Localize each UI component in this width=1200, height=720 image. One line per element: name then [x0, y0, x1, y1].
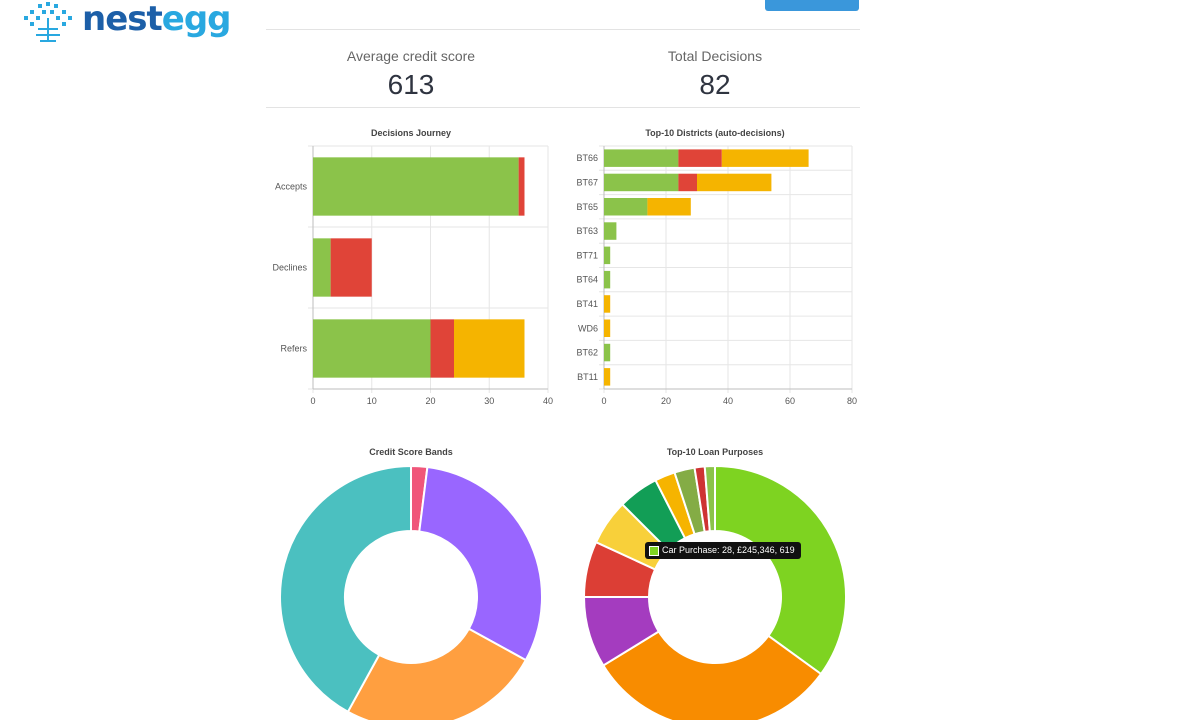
x-tick-label: 20: [425, 396, 435, 406]
logo-text-nest: nest: [82, 0, 163, 39]
bar-segment: [647, 198, 691, 216]
category-label: Declines: [272, 263, 307, 273]
bar-segment: [604, 246, 611, 265]
chart-title-credit-score-bands: Credit Score Bands: [369, 447, 453, 457]
bar-segment: [313, 238, 331, 297]
stat-total-decisions: Total Decisions 82: [570, 46, 860, 102]
x-tick-label: 30: [484, 396, 494, 406]
x-tick-label: 80: [847, 396, 857, 406]
stat-label: Average credit score: [346, 48, 476, 64]
category-label: Refers: [280, 344, 307, 354]
bar-segment: [678, 149, 722, 167]
category-label: WD6: [578, 323, 598, 333]
chart-title-decisions-journey: Decisions Journey: [370, 128, 452, 138]
category-label: BT63: [576, 226, 598, 236]
bar-segment: [454, 319, 525, 378]
header-action-button[interactable]: [765, 0, 859, 11]
stat-label: Total Decisions: [667, 48, 763, 64]
bar-segment: [604, 270, 611, 289]
logo-wordmark: nestegg: [82, 0, 232, 39]
bar-segment: [604, 343, 611, 362]
x-tick-label: 10: [367, 396, 377, 406]
x-tick-label: 0: [310, 396, 315, 406]
tooltip-text: Car Purchase: 28, £245,346, 619: [662, 545, 795, 555]
bar-segment: [604, 222, 617, 240]
bar-segment: [678, 173, 697, 192]
bar-segment: [604, 368, 611, 386]
x-tick-label: 40: [723, 396, 733, 406]
stat-average-credit-score: Average credit score 613: [266, 46, 556, 102]
bar-segment: [313, 319, 431, 378]
bar-segment: [604, 295, 611, 313]
bar-segment: [330, 238, 372, 297]
bar-segment: [697, 173, 772, 192]
bar-segment: [604, 198, 648, 216]
pie-slice: [346, 627, 528, 720]
category-label: BT66: [576, 153, 598, 163]
category-label: BT11: [577, 372, 598, 382]
stat-value: 82: [699, 69, 731, 100]
pie-slice: [703, 464, 716, 533]
category-label: BT67: [576, 177, 598, 187]
stat-value: 613: [387, 69, 435, 100]
logo-text-egg: egg: [161, 0, 232, 39]
category-label: BT71: [576, 250, 598, 260]
x-tick-label: 20: [661, 396, 671, 406]
category-label: BT65: [576, 202, 598, 212]
bar-segment: [604, 319, 611, 337]
pie-slice: [418, 465, 543, 662]
logo-dots-icon: [24, 2, 72, 42]
category-label: Accepts: [275, 182, 308, 192]
pie-slice: [279, 464, 412, 714]
category-label: BT41: [576, 299, 598, 309]
bar-segment: [721, 149, 809, 167]
bar-segment: [313, 157, 519, 216]
chart-title-top-districts: Top-10 Districts (auto-decisions): [645, 128, 785, 138]
pie-slice: [601, 630, 823, 720]
category-label: BT62: [576, 348, 598, 358]
bar-segment: [518, 157, 525, 216]
divider-top: [266, 29, 860, 30]
chart-title-loan-purposes: Top-10 Loan Purposes: [666, 447, 764, 457]
chart-tooltip: Car Purchase: 28, £245,346, 619: [645, 542, 801, 559]
nestegg-logo[interactable]: nestegg: [22, 0, 232, 44]
bar-segment: [604, 149, 679, 167]
divider-stats: [266, 107, 860, 108]
category-label: BT64: [576, 275, 598, 285]
pie-slice: [714, 464, 847, 676]
x-tick-label: 0: [601, 396, 606, 406]
tooltip-swatch: [649, 545, 659, 556]
bar-segment: [430, 319, 454, 378]
x-tick-label: 40: [543, 396, 553, 406]
bar-segment: [604, 173, 679, 192]
x-tick-label: 60: [785, 396, 795, 406]
